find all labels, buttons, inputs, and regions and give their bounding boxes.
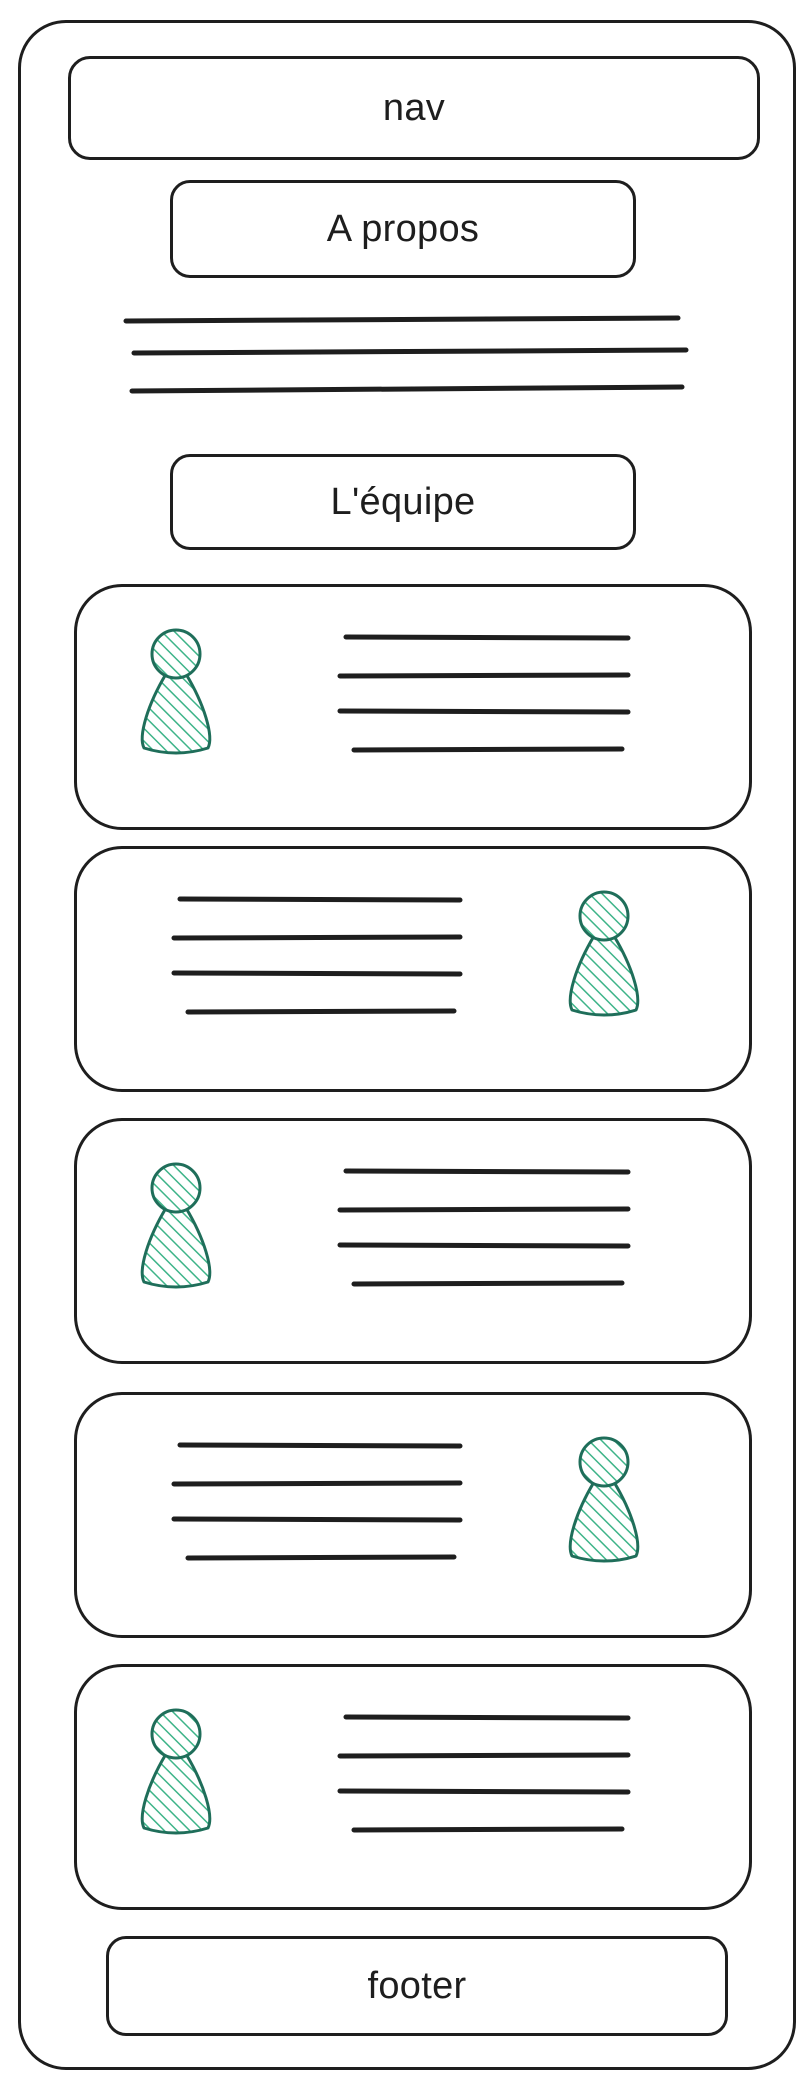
nav-bar[interactable]: nav [68, 56, 760, 160]
about-title: A propos [326, 207, 480, 250]
member-text-placeholder [337, 1168, 631, 1287]
member-text-line [185, 1554, 457, 1561]
person-icon [140, 1708, 212, 1835]
member-text-line [351, 1280, 625, 1287]
footer-label: footer [367, 1964, 467, 2007]
member-text-line [337, 672, 631, 679]
footer-bar: footer [106, 1936, 728, 2036]
team-member-content [171, 890, 640, 1017]
person-icon [568, 1436, 640, 1563]
member-text-line [171, 970, 463, 977]
member-text-line [337, 708, 631, 715]
person-icon [140, 628, 212, 755]
member-text-line [337, 1788, 631, 1795]
member-text-placeholder [171, 1442, 463, 1561]
member-text-line [177, 1442, 463, 1449]
member-text-line [351, 746, 625, 753]
member-text-line [171, 1480, 463, 1487]
member-text-line [171, 934, 463, 941]
page-frame [18, 20, 796, 2070]
team-member-card [74, 584, 752, 830]
team-member-card [74, 1664, 752, 1910]
team-member-content [140, 1708, 631, 1835]
person-icon [568, 890, 640, 1017]
about-heading: A propos [170, 180, 636, 278]
team-member-card [74, 1392, 752, 1638]
member-text-line [343, 1168, 631, 1175]
team-member-content [140, 1162, 631, 1289]
member-text-line [343, 634, 631, 641]
person-icon [140, 1162, 212, 1289]
team-title: L'équipe [330, 480, 476, 523]
about-text-placeholder [123, 315, 689, 394]
team-member-card [74, 1118, 752, 1364]
team-member-card [74, 846, 752, 1092]
team-heading: L'équipe [170, 454, 636, 550]
member-text-placeholder [337, 634, 631, 753]
member-text-placeholder [337, 1714, 631, 1833]
member-text-placeholder [171, 896, 463, 1015]
nav-label: nav [382, 86, 446, 129]
member-text-line [185, 1008, 457, 1015]
member-text-line [337, 1242, 631, 1249]
member-text-line [177, 896, 463, 903]
member-text-line [337, 1752, 631, 1759]
member-text-line [343, 1714, 631, 1721]
member-text-line [351, 1826, 625, 1833]
member-text-line [171, 1516, 463, 1523]
team-member-content [171, 1436, 640, 1563]
team-member-content [140, 628, 631, 755]
member-text-line [337, 1206, 631, 1213]
